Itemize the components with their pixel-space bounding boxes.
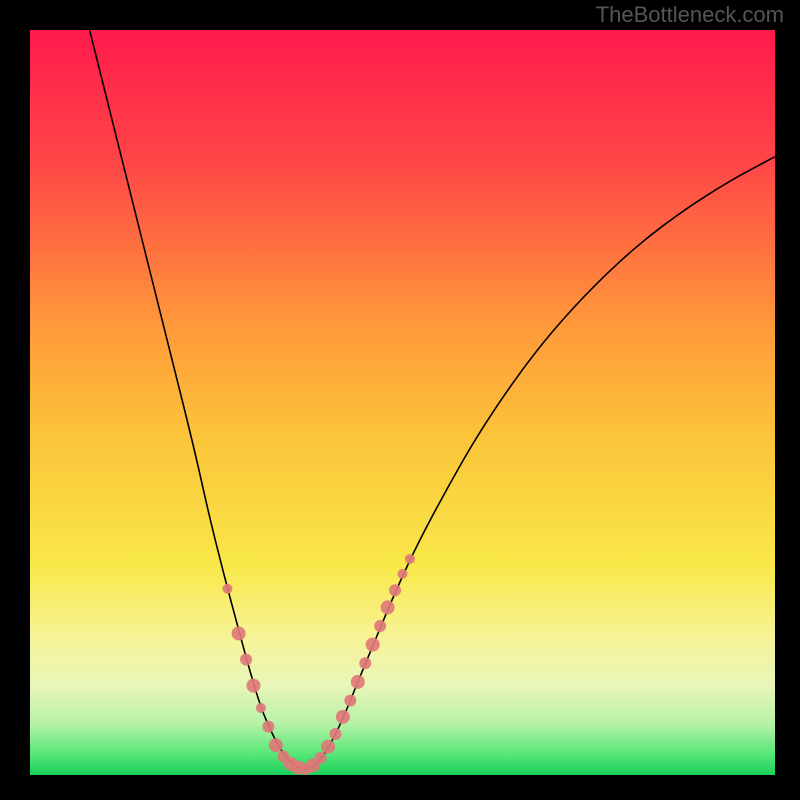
data-marker <box>336 710 350 724</box>
data-marker <box>321 740 335 754</box>
data-marker <box>381 600 395 614</box>
plot-svg <box>30 30 775 775</box>
data-marker <box>405 554 415 564</box>
data-marker <box>374 620 386 632</box>
chart-background <box>30 30 775 775</box>
data-marker <box>240 654 252 666</box>
data-marker <box>232 626 246 640</box>
data-marker <box>256 703 266 713</box>
data-marker <box>269 738 283 752</box>
data-marker <box>351 675 365 689</box>
data-marker <box>222 584 232 594</box>
data-marker <box>247 679 261 693</box>
data-marker <box>389 584 401 596</box>
plot-inner-area <box>30 30 775 775</box>
data-marker <box>344 695 356 707</box>
plot-outer-frame: TheBottleneck.com <box>0 0 800 800</box>
data-marker <box>359 657 371 669</box>
data-marker <box>315 752 327 764</box>
data-marker <box>366 638 380 652</box>
data-marker <box>398 569 408 579</box>
data-marker <box>329 728 341 740</box>
watermark-text: TheBottleneck.com <box>596 2 784 28</box>
data-marker <box>262 721 274 733</box>
